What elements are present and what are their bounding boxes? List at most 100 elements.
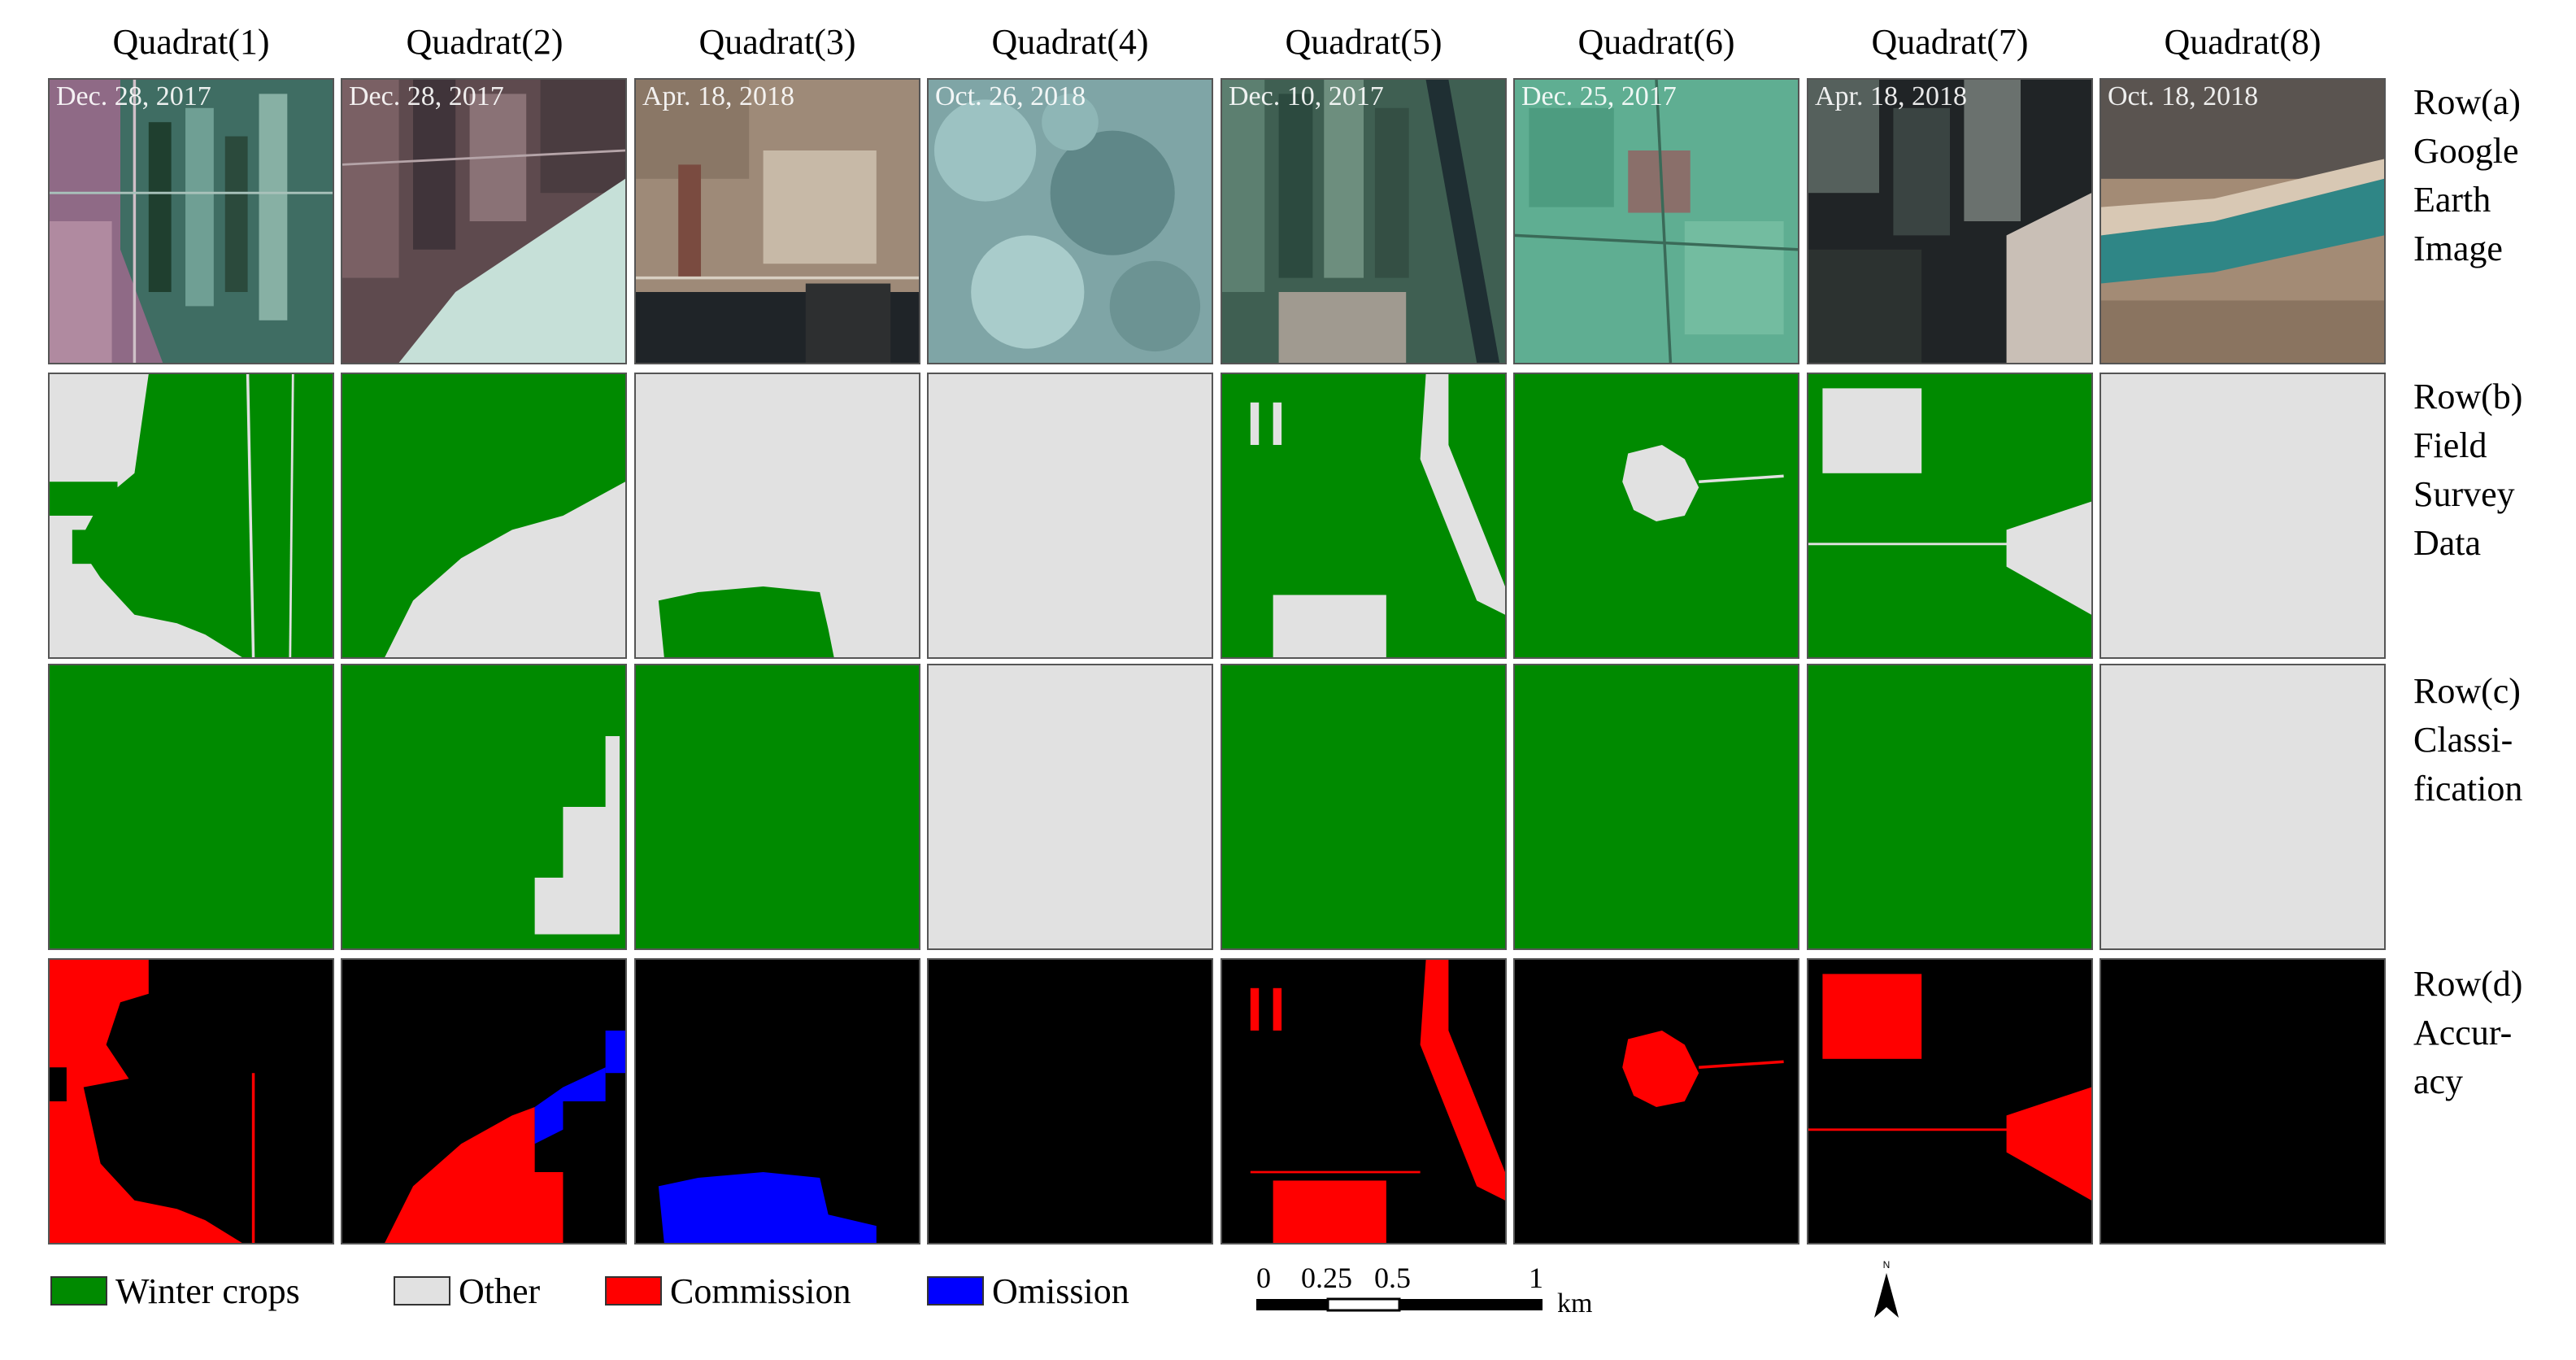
legend-swatch — [927, 1276, 984, 1306]
legend-item-commission: Commission — [605, 1271, 851, 1311]
column-header-1: Quadrat(1) — [112, 22, 270, 62]
survey-cell-q4 — [927, 373, 1213, 659]
accuracy-map — [929, 960, 1212, 1243]
image-cell-q8: Oct. 18, 2018 — [2100, 78, 2386, 364]
accuracy-map — [2101, 960, 2384, 1243]
image-date: Dec. 10, 2017 — [1229, 81, 1384, 111]
image-date: Oct. 26, 2018 — [935, 81, 1086, 111]
classification-cell-q4 — [927, 664, 1213, 950]
survey-cell-q6 — [1513, 373, 1799, 659]
accuracy-cell-q3 — [634, 958, 920, 1244]
legend-label: Winter crops — [115, 1271, 300, 1311]
accuracy-map — [1222, 960, 1505, 1243]
column-header-7: Quadrat(7) — [1871, 22, 2029, 62]
satellite-image — [50, 80, 333, 363]
survey-map — [636, 374, 919, 657]
survey-map — [1222, 374, 1505, 657]
survey-map — [1808, 374, 2091, 657]
classification-cell-q6 — [1513, 664, 1799, 950]
scale-bar: 0 0.25 0.5 1 km — [1256, 1262, 1592, 1319]
legend-swatch — [605, 1276, 662, 1306]
survey-cell-q8 — [2100, 373, 2386, 659]
legend-label: Other — [459, 1271, 541, 1311]
classification-cell-q7 — [1807, 664, 2093, 950]
classification-map — [2101, 665, 2384, 948]
column-header-4: Quadrat(4) — [991, 22, 1149, 62]
scale-tick-025: 0.25 — [1301, 1262, 1352, 1294]
classification-cell-q5 — [1221, 664, 1507, 950]
row-label-line: Row(b) — [2413, 377, 2523, 416]
classification-map — [929, 665, 1212, 948]
column-header-6: Quadrat(6) — [1577, 22, 1735, 62]
image-date: Apr. 18, 2018 — [1815, 81, 1967, 111]
row-label-line: Google — [2413, 131, 2519, 171]
satellite-image — [929, 80, 1212, 363]
accuracy-map — [342, 960, 625, 1243]
accuracy-map — [1515, 960, 1798, 1243]
accuracy-cell-q1 — [48, 958, 334, 1244]
image-cell-q5: Dec. 10, 2017 — [1221, 78, 1507, 364]
image-cell-q7: Apr. 18, 2018 — [1807, 78, 2093, 364]
legend-item-winter-crops: Winter crops — [50, 1271, 300, 1311]
column-header-8: Quadrat(8) — [2164, 22, 2321, 62]
row-label-a: Row(a) Google Earth Image — [2413, 78, 2521, 273]
classification-map — [1515, 665, 1798, 948]
scale-tick-1: 1 — [1529, 1262, 1543, 1294]
survey-cell-q3 — [634, 373, 920, 659]
satellite-image — [2101, 80, 2384, 363]
image-date: Dec. 25, 2017 — [1521, 81, 1677, 111]
legend-item-other: Other — [394, 1271, 541, 1311]
row-label-line: Data — [2413, 523, 2482, 563]
classification-map — [342, 665, 625, 948]
accuracy-cell-q4 — [927, 958, 1213, 1244]
accuracy-cell-q6 — [1513, 958, 1799, 1244]
north-label: N — [1883, 1259, 1891, 1271]
accuracy-map — [636, 960, 919, 1243]
classification-cell-q8 — [2100, 664, 2386, 950]
image-cell-q2: Dec. 28, 2017 — [341, 78, 627, 364]
row-label-line: Classi- — [2413, 720, 2513, 760]
row-label-line: Row(d) — [2413, 964, 2523, 1004]
row-label-d: Row(d) Accur- acy — [2413, 960, 2522, 1106]
image-date: Oct. 18, 2018 — [2108, 81, 2259, 111]
accuracy-cell-q7 — [1807, 958, 2093, 1244]
classification-map — [636, 665, 919, 948]
image-cell-q1: Dec. 28, 2017 — [48, 78, 334, 364]
image-cell-q6: Dec. 25, 2017 — [1513, 78, 1799, 364]
survey-map — [50, 374, 333, 657]
satellite-image — [1515, 80, 1798, 363]
legend-label: Omission — [992, 1271, 1129, 1311]
legend-swatch — [50, 1276, 107, 1306]
survey-cell-q5 — [1221, 373, 1507, 659]
survey-cell-q7 — [1807, 373, 2093, 659]
row-label-line: Row(c) — [2413, 671, 2521, 711]
image-date: Dec. 28, 2017 — [56, 81, 211, 111]
legend-label: Commission — [670, 1271, 851, 1311]
accuracy-map — [1808, 960, 2091, 1243]
survey-map — [1515, 374, 1798, 657]
image-cell-q4: Oct. 26, 2018 — [927, 78, 1213, 364]
scale-unit: km — [1557, 1288, 1592, 1319]
row-label-b: Row(b) Field Survey Data — [2413, 373, 2522, 568]
scale-tick-0: 0 — [1256, 1262, 1271, 1294]
row-label-line: Field — [2413, 425, 2487, 465]
classification-map — [1222, 665, 1505, 948]
survey-map — [929, 374, 1212, 657]
classification-cell-q3 — [634, 664, 920, 950]
column-header-5: Quadrat(5) — [1285, 22, 1442, 62]
survey-map — [2101, 374, 2384, 657]
satellite-image — [1808, 80, 2091, 363]
classification-cell-q1 — [48, 664, 334, 950]
row-label-c: Row(c) Classi- fication — [2413, 667, 2522, 813]
classification-cell-q2 — [341, 664, 627, 950]
north-arrow-icon: N — [1874, 1259, 1899, 1318]
row-label-line: Row(a) — [2413, 82, 2521, 122]
classification-map — [50, 665, 333, 948]
column-header-3: Quadrat(3) — [698, 22, 856, 62]
image-date: Apr. 18, 2018 — [642, 81, 794, 111]
legend-item-omission: Omission — [927, 1271, 1129, 1311]
satellite-image — [342, 80, 625, 363]
classification-map — [1808, 665, 2091, 948]
legend-swatch — [394, 1276, 450, 1306]
row-label-line: Image — [2413, 229, 2503, 268]
